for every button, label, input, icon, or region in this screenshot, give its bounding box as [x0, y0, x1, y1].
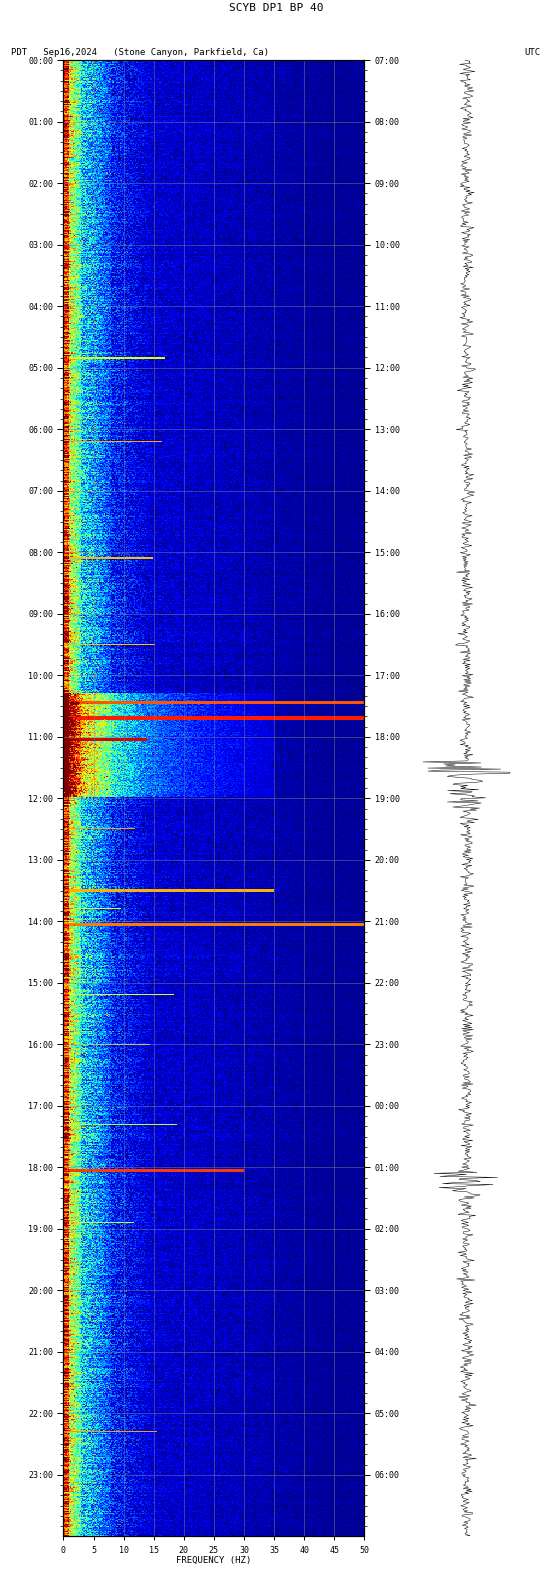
- Text: PDT   Sep16,2024   (Stone Canyon, Parkfield, Ca): PDT Sep16,2024 (Stone Canyon, Parkfield,…: [11, 48, 269, 57]
- Text: UTC: UTC: [525, 48, 541, 57]
- Text: SCYB DP1 BP 40: SCYB DP1 BP 40: [229, 3, 323, 13]
- X-axis label: FREQUENCY (HZ): FREQUENCY (HZ): [176, 1555, 252, 1565]
